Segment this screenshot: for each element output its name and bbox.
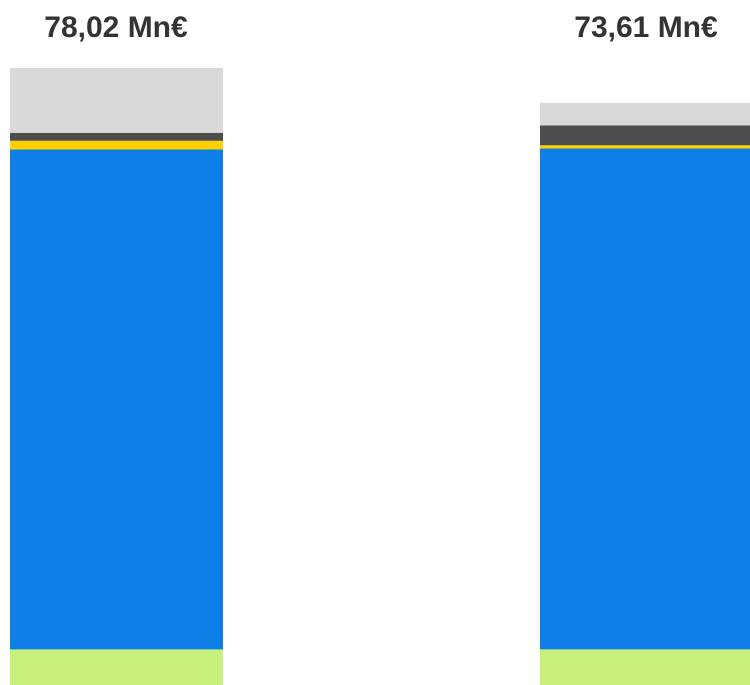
bar-segment-1-1 xyxy=(540,148,750,650)
bar-stack-0 xyxy=(10,68,223,685)
bar-stack-1 xyxy=(540,102,750,685)
bar-segment-1-0 xyxy=(540,649,750,685)
bar-segment-0-2 xyxy=(10,140,223,150)
bar-segment-1-4 xyxy=(540,102,750,126)
bar-total-label-0: 78,02 Mn€ xyxy=(44,11,188,44)
bar-total-label-1: 73,61 Mn€ xyxy=(574,11,718,44)
bar-segment-0-3 xyxy=(10,132,223,141)
bar-segment-1-3 xyxy=(540,125,750,146)
bar-segment-0-0 xyxy=(10,649,223,685)
bar-segment-1-2 xyxy=(540,145,750,149)
bar-segment-0-1 xyxy=(10,149,223,650)
bar-segment-0-4 xyxy=(10,68,223,133)
